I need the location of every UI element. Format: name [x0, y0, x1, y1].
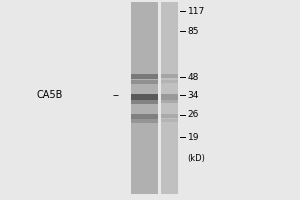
Bar	[130, 114, 158, 119]
Bar	[160, 2, 178, 194]
Bar	[130, 2, 158, 194]
Bar	[160, 80, 178, 83]
Bar	[160, 94, 178, 100]
Bar	[130, 80, 158, 84]
Text: (kD): (kD)	[188, 154, 206, 164]
Bar	[130, 74, 158, 79]
Text: 19: 19	[188, 133, 199, 142]
Text: 85: 85	[188, 26, 199, 36]
Bar	[130, 100, 158, 104]
Bar	[160, 114, 178, 118]
Text: 26: 26	[188, 110, 199, 119]
Text: --: --	[112, 90, 119, 100]
Text: CA5B: CA5B	[37, 90, 63, 100]
Bar	[130, 94, 158, 100]
Bar	[130, 119, 158, 123]
Bar	[160, 74, 178, 78]
Text: 48: 48	[188, 72, 199, 82]
Text: 34: 34	[188, 90, 199, 99]
Bar	[160, 100, 178, 103]
Text: 117: 117	[188, 6, 205, 16]
Bar	[160, 119, 178, 122]
